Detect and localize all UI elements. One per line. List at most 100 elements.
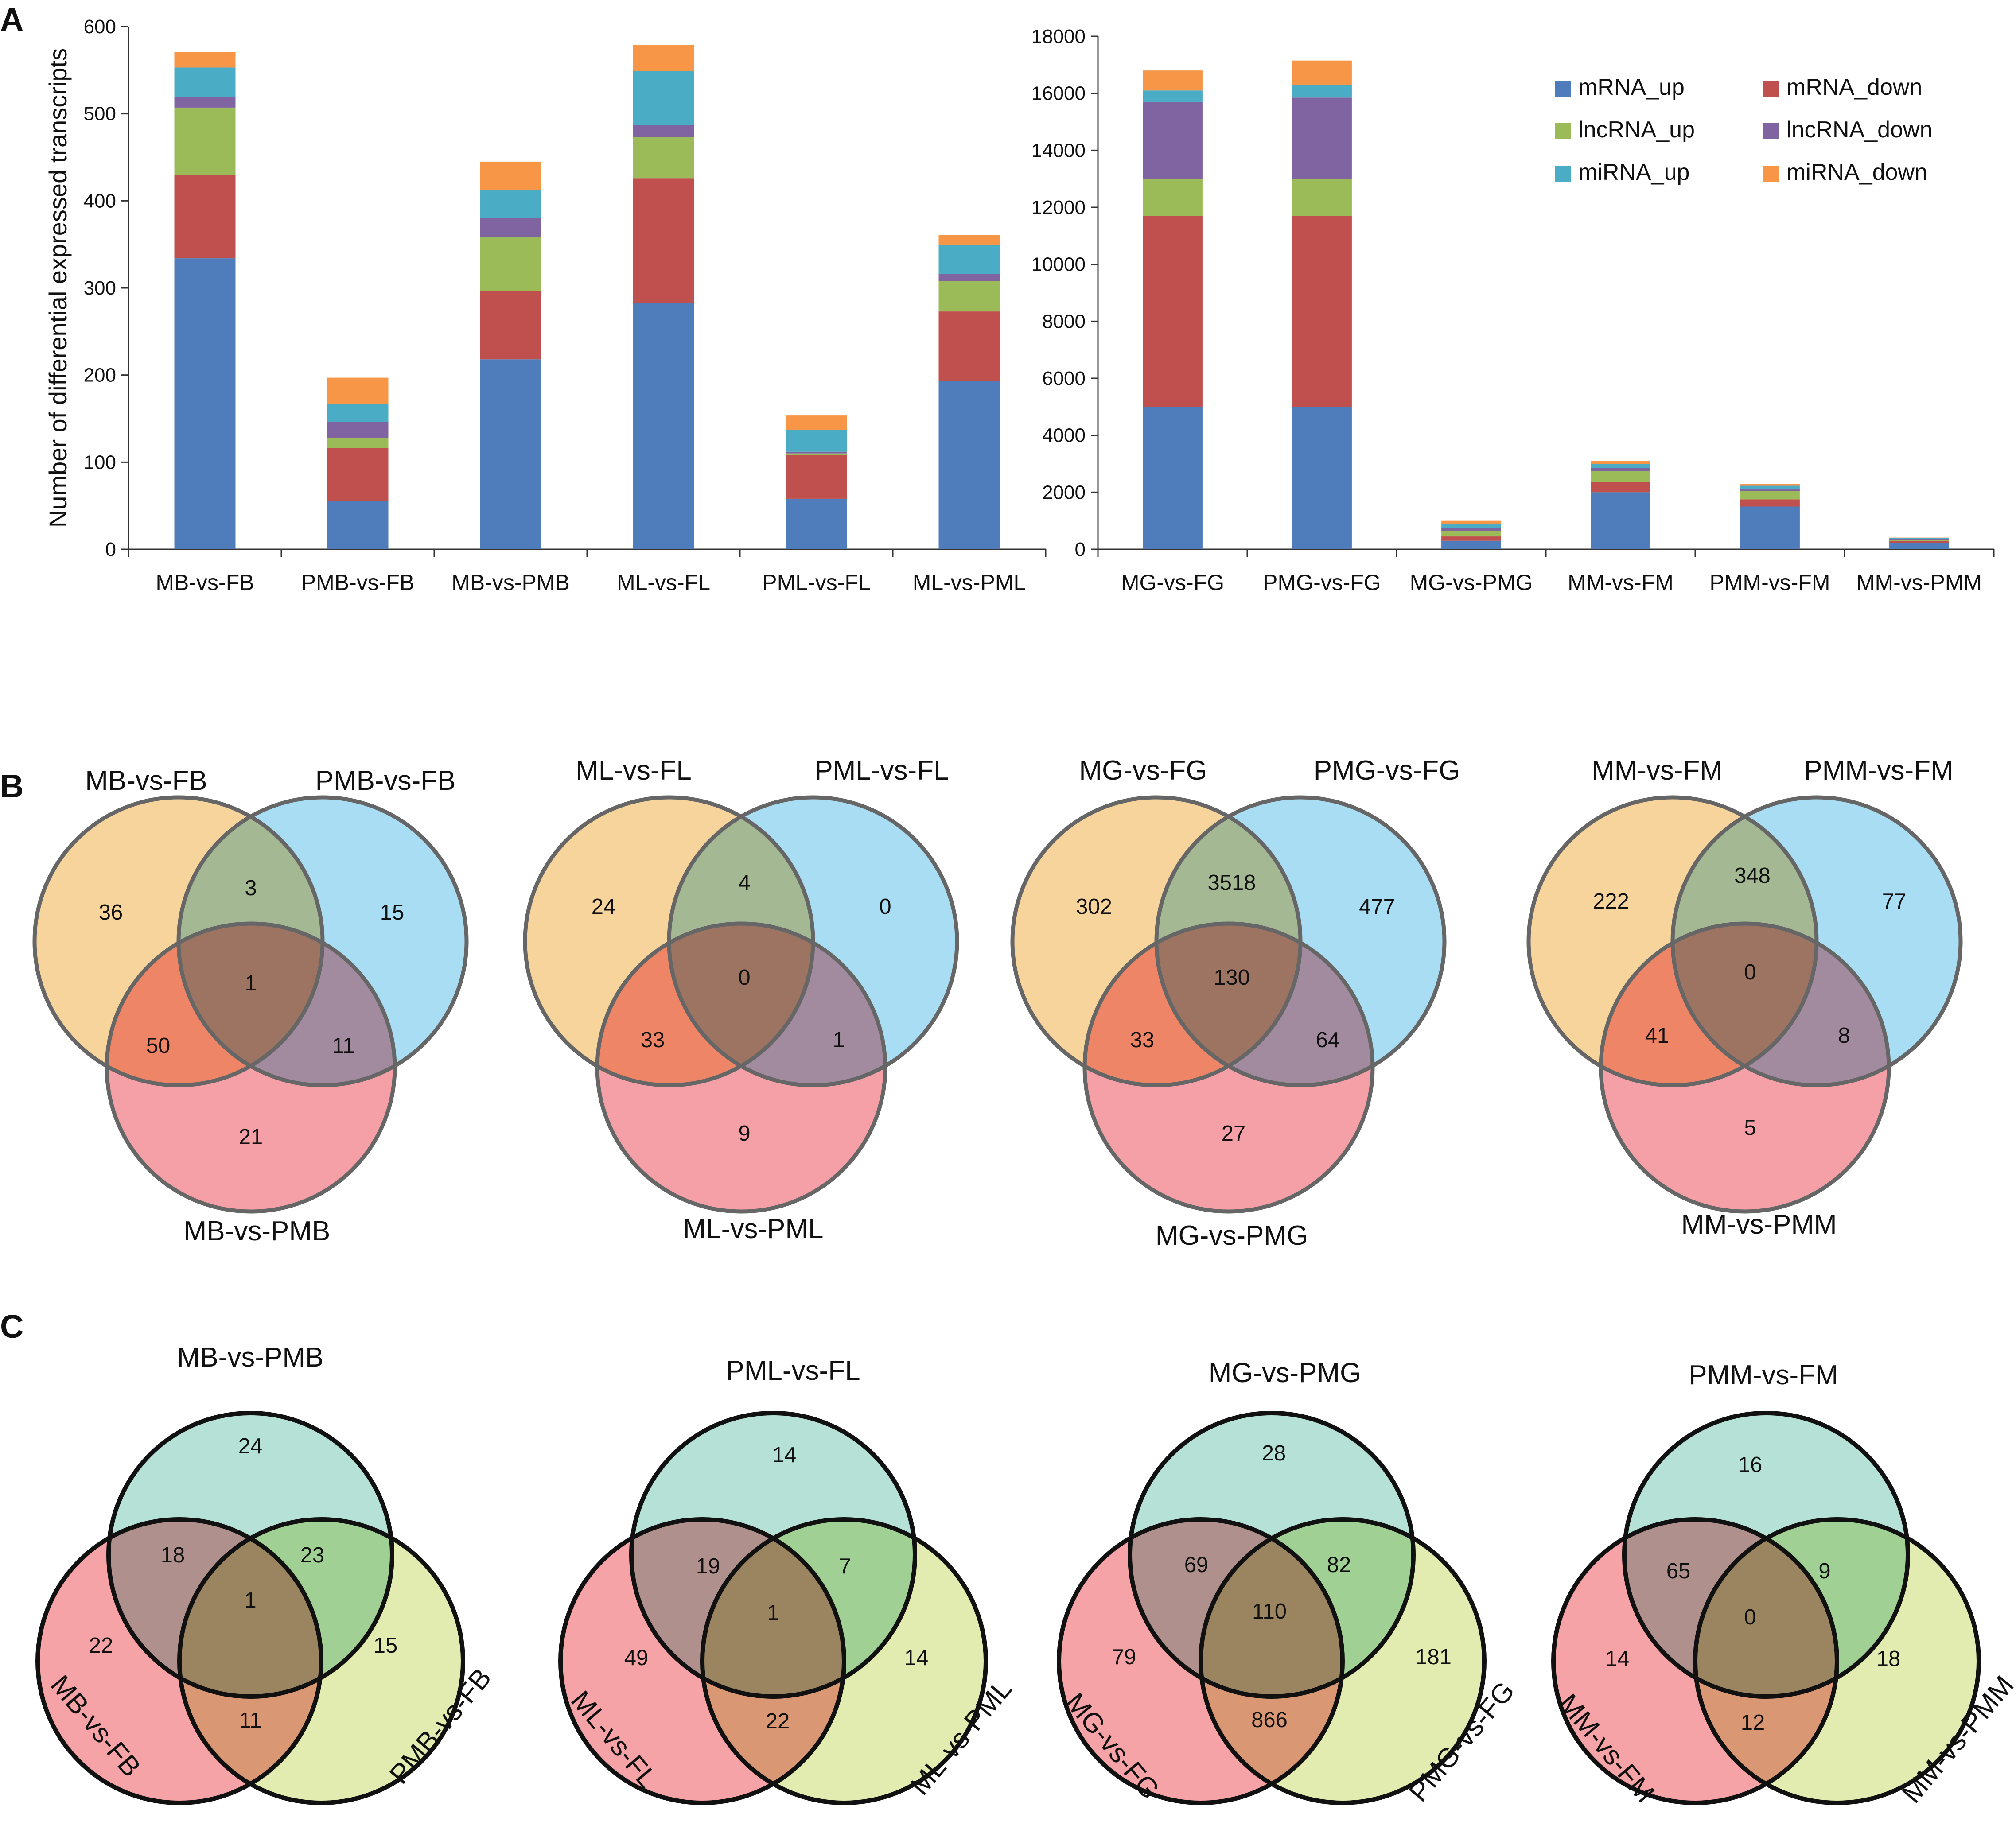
- bar-segment-lncRNA_up: [480, 237, 541, 291]
- venn-circle-outline: [595, 921, 887, 1214]
- bar-segment-miRNA_up: [1143, 90, 1203, 102]
- bar-segment-miRNA_down: [1591, 461, 1650, 464]
- bar-segment-miRNA_up: [1441, 524, 1501, 528]
- legend-label-lncRNA_down: lncRNA_down: [1786, 117, 1933, 143]
- bar-segment-miRNA_up: [633, 71, 694, 125]
- legend-label-mRNA_up: mRNA_up: [1578, 74, 1685, 100]
- y-tick-label: 10000: [1031, 254, 1086, 276]
- venn-region-count-c: 181: [1415, 1645, 1452, 1669]
- bar-segment-mRNA_down: [1889, 541, 1949, 543]
- venn-set-label: ML-vs-PML: [683, 1214, 824, 1244]
- venn-circle-outline: [700, 1517, 988, 1805]
- bar-segment-miRNA_up: [174, 67, 236, 97]
- bar-segment-lncRNA_up: [786, 453, 847, 455]
- x-category-label: MG-vs-PMG: [1410, 570, 1533, 595]
- bar-segment-miRNA_down: [1441, 520, 1501, 524]
- bar-segment-lncRNA_down: [938, 274, 1000, 281]
- bar-segment-mRNA_down: [786, 455, 847, 499]
- bar-segment-lncRNA_down: [1740, 488, 1800, 491]
- venn-circle-outline: [35, 1517, 323, 1805]
- venn-region-count-bc: 8: [1838, 1024, 1850, 1048]
- legend-label-mRNA_down: mRNA_down: [1786, 74, 1922, 100]
- bar-segment-mRNA_up: [633, 303, 694, 549]
- venn-set-label: PML-vs-FL: [726, 1355, 860, 1386]
- bar-segment-mRNA_up: [786, 498, 847, 549]
- x-category-label: MG-vs-FG: [1121, 570, 1224, 595]
- y-tick-label: 0: [1075, 539, 1086, 560]
- x-category-label: ML-vs-PML: [913, 570, 1026, 595]
- venn-region-count-b: 24: [238, 1434, 263, 1458]
- bar-segment-lncRNA_down: [1143, 101, 1203, 179]
- venn-region-count-bc: 9: [1818, 1559, 1830, 1583]
- legend-swatch-miRNA_down: [1763, 166, 1779, 182]
- x-category-label: MB-vs-FB: [156, 570, 254, 595]
- x-category-label: MB-vs-PMB: [451, 570, 570, 595]
- panel-letter-c: C: [0, 1308, 23, 1345]
- y-tick-label: 300: [84, 277, 116, 299]
- bar-segment-lncRNA_up: [1591, 471, 1650, 482]
- x-category-label: MM-vs-FM: [1568, 570, 1674, 595]
- legend-swatch-mRNA_down: [1763, 81, 1779, 97]
- bar-chart-right: 0 2000 4000 6000 8000 10000 12000 14000 16000 180…: [1031, 26, 1995, 595]
- bar-segment-lncRNA_up: [1441, 531, 1501, 537]
- venn-circle-outline: [1128, 1411, 1416, 1699]
- venn-region-count-bc: 23: [300, 1543, 325, 1567]
- bar-segment-miRNA_down: [786, 415, 847, 430]
- venn-diagram: ML-vs-FL PML-vs-FL ML-vs-PML 24 0 9 4 33 1 0: [523, 755, 959, 1244]
- venn-circle-outline: [1622, 1411, 1910, 1699]
- venn-set-label: MM-vs-PMM: [1681, 1209, 1837, 1240]
- venn-region-count-c: 5: [1744, 1116, 1756, 1140]
- bar-segment-mRNA_up: [1441, 540, 1501, 549]
- venn-region-count-ac: 33: [1130, 1028, 1155, 1052]
- venn-region-count-abc: 130: [1214, 966, 1250, 990]
- venn-region-count-ac: 33: [641, 1028, 665, 1052]
- bar-segment-mRNA_down: [174, 175, 236, 259]
- x-category-label: PMG-vs-FG: [1263, 570, 1381, 595]
- venn-circle-outline: [105, 921, 397, 1214]
- venn-diagram: MM-vs-FM PMM-vs-FM MM-vs-PMM 222 77 5 348 41 8 0: [1526, 755, 1963, 1240]
- y-tick-label: 8000: [1042, 311, 1086, 332]
- venn-region-count-bc: 11: [332, 1034, 355, 1058]
- legend-swatch-lncRNA_down: [1763, 123, 1779, 139]
- bar-segment-mRNA_down: [1740, 499, 1800, 507]
- bar-segment-miRNA_up: [1292, 85, 1352, 98]
- y-tick-label: 2000: [1042, 482, 1086, 503]
- venn-set-label: ML-vs-FL: [576, 755, 692, 786]
- x-category-label: PMM-vs-FM: [1709, 570, 1830, 595]
- bar-segment-mRNA_up: [480, 359, 541, 549]
- y-tick-label: 400: [84, 190, 116, 212]
- bar-segment-lncRNA_down: [480, 218, 541, 237]
- legend-label-miRNA_up: miRNA_up: [1578, 159, 1689, 185]
- venn-region-count-c: 15: [374, 1634, 398, 1658]
- bar-segment-miRNA_down: [1740, 484, 1800, 486]
- bar-segment-miRNA_up: [327, 404, 389, 422]
- bar-segment-lncRNA_up: [633, 137, 694, 179]
- venn-region-count-b: 14: [772, 1443, 797, 1467]
- bar-segment-mRNA_up: [1740, 506, 1800, 549]
- venn-set-label: MG-vs-PMG: [1209, 1358, 1361, 1388]
- venn-region-count-abc: 1: [245, 971, 257, 995]
- bar-segment-mRNA_down: [1143, 216, 1203, 407]
- bar-segment-mRNA_up: [1292, 407, 1352, 549]
- venn-circle-outline: [1057, 1517, 1345, 1805]
- bar-segment-mRNA_up: [174, 258, 236, 549]
- venn-region-count-abc: 1: [767, 1601, 779, 1625]
- y-axis-title: Number of differential expressed transcr…: [44, 48, 72, 528]
- venn-circle-outline: [558, 1517, 846, 1805]
- venn-region-count-ab: 4: [738, 871, 750, 895]
- y-tick-label: 4000: [1042, 425, 1086, 447]
- bar-segment-lncRNA_down: [327, 422, 389, 438]
- venn-set-label: MM-vs-FM: [1592, 755, 1723, 786]
- venn-set-label: PMG-vs-FG: [1314, 755, 1460, 786]
- venn-set-label: MB-vs-FB: [85, 765, 207, 796]
- venn-region-count-bc: 7: [839, 1554, 851, 1578]
- venn-diagram: MG-vs-FG PMG-vs-FG MG-vs-PMG 302 477 27 3518 33…: [1010, 755, 1460, 1251]
- y-tick-label: 600: [84, 16, 116, 38]
- bar-segment-mRNA_up: [938, 381, 1000, 549]
- venn-region-count-a: 302: [1076, 895, 1112, 919]
- venn-region-count-ab: 18: [161, 1543, 185, 1567]
- venn-region-count-c: 27: [1222, 1122, 1246, 1146]
